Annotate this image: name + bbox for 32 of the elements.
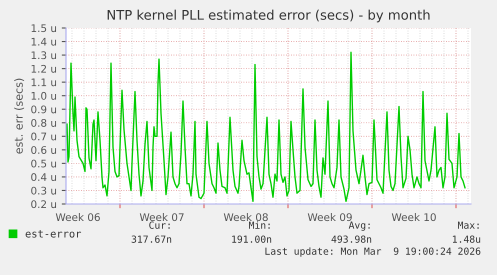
text: Last update: Mon Mar 9 19:00:24 2026 — [265, 247, 480, 257]
y-tick-label: 0.9 u — [31, 105, 56, 114]
y-axis-title: est. err (secs) — [14, 78, 24, 154]
y-tick-label: 0.3 u — [31, 186, 56, 195]
y-tick-label: 1.1 u — [32, 78, 56, 86]
text: 1.48u — [452, 235, 480, 243]
text: Max: — [458, 222, 479, 229]
legend-label: est-error — [26, 230, 82, 238]
y-tick-label: 1.5 u — [32, 24, 56, 32]
x-tick-label: Week 10 — [392, 213, 436, 222]
y-tick-label: 1.3 u — [32, 51, 56, 60]
text: Min: — [248, 221, 270, 229]
y-tick-label: 0.5 u — [31, 160, 56, 168]
y-tick-label: 0.7 u — [31, 132, 56, 140]
line-series — [66, 52, 466, 202]
y-tick-label: 0.8 u — [31, 118, 56, 127]
y-tick-label: 0.6 u — [31, 146, 56, 154]
x-tick-label: Week 07 — [140, 213, 184, 222]
chart-title: NTP kernel PLL estimated error (secs) - by month — [108, 10, 430, 22]
x-tick-label: Week 08 — [224, 213, 268, 222]
text: 493.98n — [332, 235, 372, 243]
y-tick-label: 1.0 u — [32, 92, 56, 100]
y-tick-label: 0.2 u — [31, 200, 56, 208]
x-tick-label: Week 06 — [56, 213, 100, 222]
text: Cur: — [149, 221, 170, 229]
y-tick-label: 1.4 u — [32, 38, 56, 46]
text: 191.00n — [232, 235, 272, 243]
y-tick-label: 0.4 u — [31, 173, 56, 182]
text: Avg: — [348, 222, 370, 231]
x-tick-label: Week 09 — [308, 213, 352, 222]
text: 317.67n — [132, 235, 172, 243]
y-tick-label: 1.2 u — [32, 64, 56, 73]
